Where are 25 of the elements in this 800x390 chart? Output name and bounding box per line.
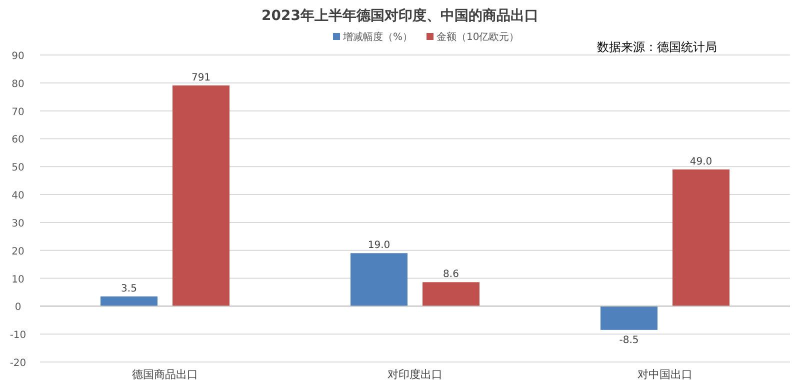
x-tick-label: 对印度出口: [388, 368, 442, 381]
y-tick-label: 70: [12, 106, 24, 118]
y-tick-label: 20: [12, 246, 24, 258]
data-label: -8.5: [619, 334, 639, 346]
source-note: 数据来源：德国统计局: [597, 40, 717, 54]
x-tick-label: 对中国出口: [638, 368, 692, 381]
chart-title: 2023年上半年德国对印度、中国的商品出口: [262, 7, 538, 24]
data-label: 8.6: [443, 269, 459, 280]
data-label: 49.0: [690, 156, 712, 168]
annotation: 791: [191, 72, 211, 84]
y-tick-label: 10: [12, 274, 24, 286]
y-tick-label: -20: [10, 358, 26, 369]
legend-label: 金额（10亿欧元）: [436, 31, 520, 43]
legend-label: 增减幅度（%）: [342, 31, 413, 43]
x-tick-label: 德国商品出口: [132, 368, 198, 381]
y-tick-label: 80: [12, 78, 24, 90]
data-label: 3.5: [121, 283, 137, 294]
y-tick-label: 30: [12, 218, 24, 230]
y-tick-label: -10: [10, 330, 26, 342]
y-tick-label: 50: [12, 162, 24, 174]
y-tick-label: 90: [12, 51, 24, 62]
y-tick-label: 0: [14, 302, 22, 314]
data-label: 19.0: [368, 240, 390, 252]
y-tick-label: 60: [12, 134, 24, 146]
y-tick-label: 40: [12, 190, 24, 202]
